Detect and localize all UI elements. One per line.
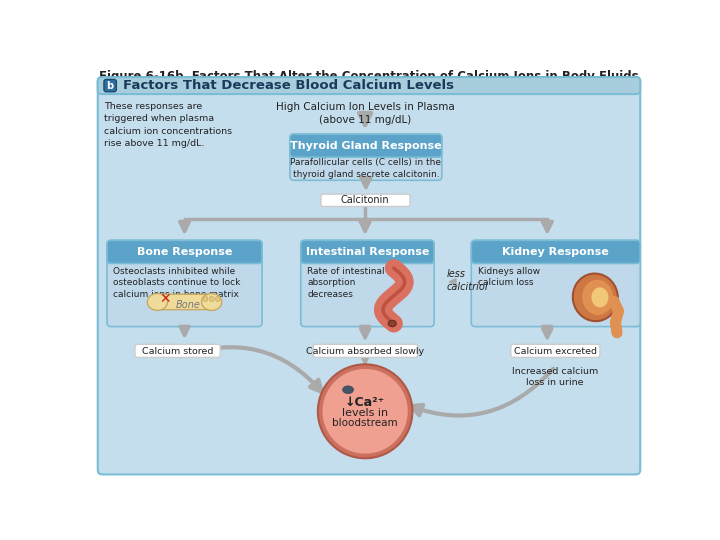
FancyBboxPatch shape [321,194,410,206]
Text: Kidney Response: Kidney Response [503,247,609,257]
Text: Increased calcium
loss in urine: Increased calcium loss in urine [512,367,598,387]
Text: Intestinal Response: Intestinal Response [306,247,429,257]
Ellipse shape [343,386,354,394]
Text: Thyroid Gland Response: Thyroid Gland Response [290,140,441,151]
Text: Calcium excreted: Calcium excreted [513,347,596,356]
FancyBboxPatch shape [98,77,640,94]
FancyBboxPatch shape [313,345,418,357]
FancyBboxPatch shape [135,345,220,357]
FancyBboxPatch shape [98,77,640,475]
FancyBboxPatch shape [107,240,262,264]
Circle shape [323,369,408,454]
Text: bloodstream: bloodstream [333,418,398,428]
FancyBboxPatch shape [290,134,442,180]
Ellipse shape [215,296,220,301]
FancyBboxPatch shape [510,345,600,357]
Text: ↓Ca²⁺: ↓Ca²⁺ [345,396,385,409]
Text: Calcium absorbed slowly: Calcium absorbed slowly [306,347,424,356]
Ellipse shape [388,320,396,327]
Text: Calcitonin: Calcitonin [341,195,390,205]
Text: less
calcitriol: less calcitriol [446,269,488,292]
Text: b: b [107,80,114,91]
FancyBboxPatch shape [472,240,640,264]
Ellipse shape [210,296,214,301]
Text: levels in: levels in [342,408,388,418]
FancyBboxPatch shape [104,79,117,92]
Ellipse shape [573,274,618,321]
FancyBboxPatch shape [301,240,434,264]
FancyBboxPatch shape [301,240,434,327]
Text: Figure 6-16b  Factors That Alter the Concentration of Calcium Ions in Body Fluid: Figure 6-16b Factors That Alter the Conc… [99,70,639,83]
Circle shape [318,364,413,458]
FancyBboxPatch shape [290,134,442,157]
Ellipse shape [591,287,608,307]
Text: Bone: Bone [176,300,201,310]
Text: High Calcium Ion Levels in Plasma
(above 11 mg/dL): High Calcium Ion Levels in Plasma (above… [276,102,454,125]
Text: Calcium stored: Calcium stored [142,347,213,356]
Ellipse shape [148,293,168,310]
Text: These responses are
triggered when plasma
calcium ion concentrations
rise above : These responses are triggered when plasm… [104,102,232,148]
Text: ✕: ✕ [159,292,171,306]
FancyBboxPatch shape [472,240,640,327]
Text: Factors That Decrease Blood Calcium Levels: Factors That Decrease Blood Calcium Leve… [122,79,454,92]
Ellipse shape [582,280,613,315]
Ellipse shape [203,296,208,301]
Text: Kidneys allow
calcium loss: Kidneys allow calcium loss [477,267,539,287]
Text: Bone Response: Bone Response [137,247,233,257]
Text: Parafollicular cells (C cells) in the
thyroid gland secrete calcitonin.: Parafollicular cells (C cells) in the th… [290,158,441,179]
FancyBboxPatch shape [158,294,212,309]
FancyBboxPatch shape [107,240,262,327]
Ellipse shape [202,293,222,310]
Text: Rate of intestinal
absorption
decreases: Rate of intestinal absorption decreases [307,267,384,299]
Text: Osteoclasts inhibited while
osteoblasts continue to lock
calcium ions in bone ma: Osteoclasts inhibited while osteoblasts … [113,267,240,299]
